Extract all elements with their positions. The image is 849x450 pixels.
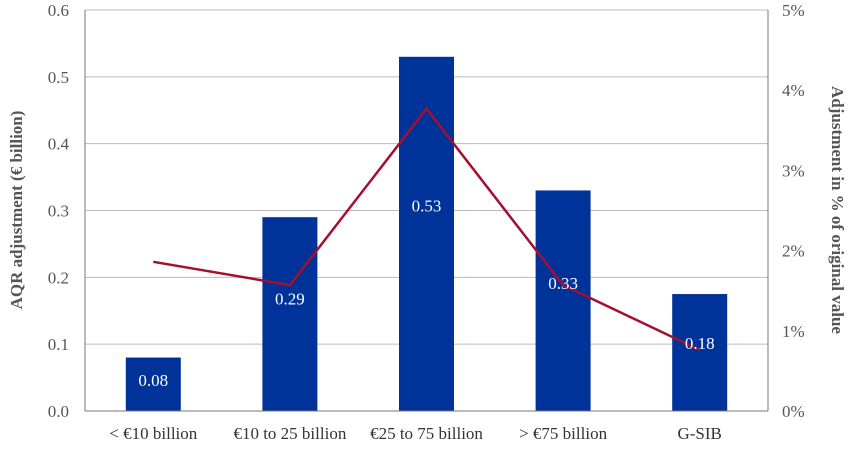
y-tick-label: 0.1: [48, 335, 69, 354]
y-tick-label: 0.6: [48, 1, 69, 20]
y-axis-label: AQR adjustment (€ billion): [7, 111, 26, 310]
y-tick-label: 0.4: [48, 135, 70, 154]
x-tick-label: €25 to 75 billion: [370, 424, 483, 443]
bar-data-label: 0.33: [548, 274, 578, 293]
x-tick-label: < €10 billion: [109, 424, 197, 443]
bar-data-label: 0.08: [138, 371, 168, 390]
bar: [262, 217, 317, 411]
y-tick-label: 0.0: [48, 402, 69, 421]
y2-tick-label: 0%: [782, 402, 805, 421]
bar-data-label: 0.29: [275, 290, 305, 309]
x-tick-label: G-SIB: [677, 424, 721, 443]
y2-axis-label: Adjustment in % of original value: [828, 86, 847, 334]
y-tick-label: 0.2: [48, 268, 69, 287]
x-tick-label: €10 to 25 billion: [233, 424, 346, 443]
y2-tick-label: 3%: [782, 161, 805, 180]
y-tick-label: 0.3: [48, 202, 69, 221]
y2-tick-label: 2%: [782, 242, 805, 261]
bar-data-label: 0.18: [685, 334, 715, 353]
x-tick-label: > €75 billion: [519, 424, 607, 443]
y2-tick-label: 5%: [782, 1, 805, 20]
y2-tick-label: 1%: [782, 322, 805, 341]
bar: [536, 190, 591, 411]
y-tick-label: 0.5: [48, 68, 69, 87]
bar-data-label: 0.53: [412, 197, 442, 216]
y2-tick-label: 4%: [782, 81, 805, 100]
